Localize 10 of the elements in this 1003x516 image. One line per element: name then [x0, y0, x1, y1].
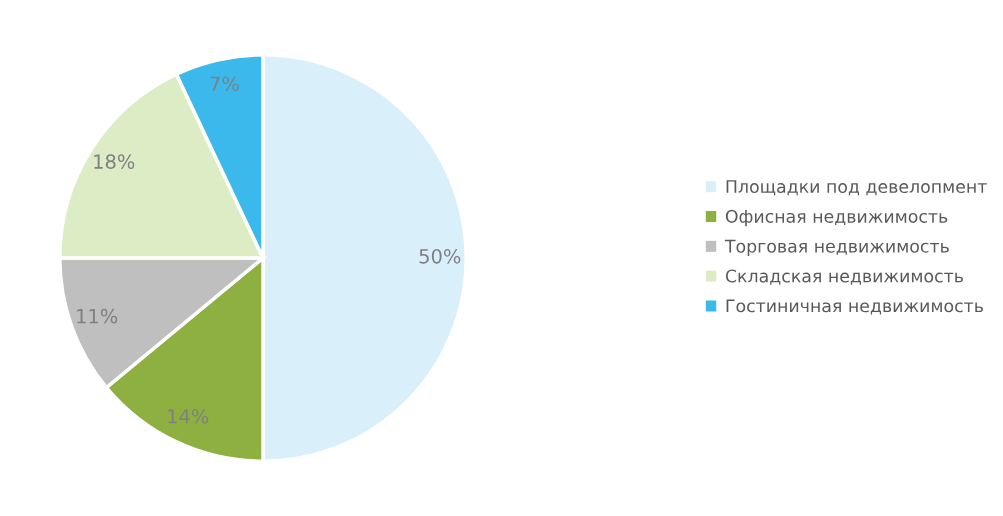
data-label: 18% [94, 154, 135, 169]
data-label: 14% [168, 408, 209, 424]
legend-label: Торговая недвижимость [724, 239, 949, 257]
legend-label: Площадки под девелопмент [726, 180, 987, 196]
legend-label: Складская недвижимость [725, 269, 963, 285]
data-label: 11% [77, 308, 118, 324]
legend-label: Офисная недвижимость [725, 209, 948, 227]
legend-label: Гостиничная недвижимость [726, 299, 983, 315]
data-label: 7% [210, 76, 239, 92]
data-label: 50% [419, 248, 461, 264]
